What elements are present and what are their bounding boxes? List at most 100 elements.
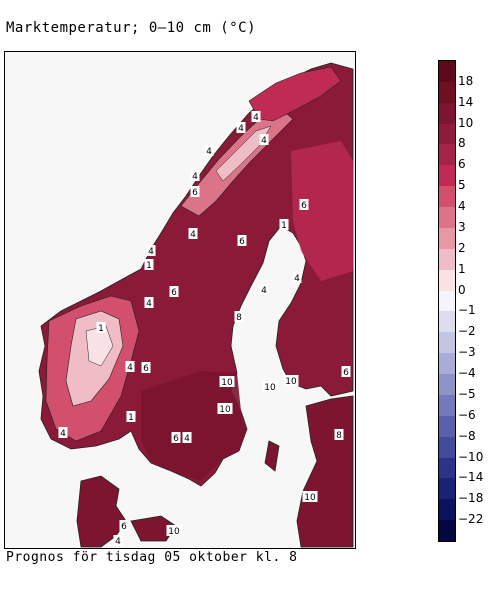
svg-text:4: 4 bbox=[127, 363, 133, 373]
contour-label: 8 bbox=[334, 429, 344, 441]
svg-text:1: 1 bbox=[98, 324, 104, 334]
legend-swatch bbox=[439, 248, 455, 271]
legend-swatch bbox=[439, 290, 455, 312]
legend-label: 5 bbox=[458, 178, 466, 193]
contour-label: 4 bbox=[125, 361, 135, 373]
legend-label: −5 bbox=[458, 386, 476, 401]
legend-swatch bbox=[439, 374, 455, 396]
svg-text:4: 4 bbox=[261, 286, 267, 296]
contour-label: 4 bbox=[182, 432, 192, 444]
legend-label: 6 bbox=[458, 157, 466, 172]
legend-label: 2 bbox=[458, 240, 466, 255]
zone-south-sweden bbox=[141, 371, 247, 481]
svg-text:4: 4 bbox=[184, 434, 190, 444]
svg-text:6: 6 bbox=[143, 364, 149, 374]
legend-label: −22 bbox=[458, 512, 484, 527]
contour-label: 10 bbox=[219, 376, 235, 388]
legend-swatch bbox=[439, 102, 455, 125]
svg-text:8: 8 bbox=[336, 431, 342, 441]
svg-text:6: 6 bbox=[343, 368, 349, 378]
map-title: Marktemperatur; 0–10 cm (°C) bbox=[6, 20, 257, 36]
legend-label: 0 bbox=[458, 282, 466, 297]
temperature-map: 1 4 6 4 6 8 4 6 1 6 4 4 6 4 4 4 4 4 10 10 10 10 6 8 1 4 6 4 10 10 6 4 1 4 bbox=[4, 51, 356, 549]
svg-text:10: 10 bbox=[285, 377, 297, 387]
legend-label: −1 bbox=[458, 303, 476, 318]
svg-text:4: 4 bbox=[148, 247, 154, 257]
svg-text:6: 6 bbox=[173, 434, 179, 444]
svg-text:6: 6 bbox=[121, 522, 127, 532]
svg-text:4: 4 bbox=[253, 113, 259, 123]
legend-swatch bbox=[439, 332, 455, 354]
contour-label: 4 bbox=[251, 111, 261, 123]
svg-text:6: 6 bbox=[192, 188, 198, 198]
legend-swatch bbox=[439, 269, 455, 292]
legend-swatch bbox=[439, 123, 455, 145]
svg-text:4: 4 bbox=[294, 274, 300, 284]
contour-label: 1 bbox=[144, 259, 154, 271]
contour-label: 6 bbox=[237, 235, 247, 247]
svg-text:4: 4 bbox=[206, 147, 212, 157]
svg-text:4: 4 bbox=[146, 299, 152, 309]
legend-label: 18 bbox=[458, 73, 474, 88]
svg-text:10: 10 bbox=[219, 405, 231, 415]
color-legend bbox=[438, 60, 456, 542]
contour-label: 10 bbox=[302, 491, 318, 503]
legend-swatch bbox=[439, 207, 455, 229]
contour-label: 1 bbox=[126, 411, 136, 423]
svg-text:10: 10 bbox=[221, 378, 233, 388]
legend-label: −6 bbox=[458, 407, 476, 422]
contour-label: 6 bbox=[141, 362, 151, 374]
contour-label: 1 bbox=[96, 322, 106, 334]
zone-finland bbox=[291, 141, 353, 281]
svg-text:4: 4 bbox=[60, 429, 66, 439]
legend-swatch bbox=[439, 61, 455, 83]
svg-text:4: 4 bbox=[238, 124, 244, 134]
svg-text:6: 6 bbox=[301, 201, 307, 211]
legend-label: −3 bbox=[458, 345, 476, 360]
contour-label: 6 bbox=[190, 186, 200, 198]
contour-label: 4 bbox=[236, 122, 246, 134]
svg-text:10: 10 bbox=[304, 493, 316, 503]
contour-label: 1 bbox=[279, 219, 289, 231]
svg-text:6: 6 bbox=[239, 237, 245, 247]
contour-label: 4 bbox=[292, 272, 302, 284]
svg-text:10: 10 bbox=[168, 527, 180, 537]
legend-label: 4 bbox=[458, 199, 466, 214]
svg-text:4: 4 bbox=[192, 172, 198, 182]
svg-text:10: 10 bbox=[264, 383, 276, 393]
contour-label: 10 bbox=[283, 375, 299, 387]
legend-label: 3 bbox=[458, 219, 466, 234]
contour-label: 10 bbox=[262, 381, 278, 393]
contour-label: 4 bbox=[113, 535, 123, 547]
legend-swatch bbox=[439, 186, 455, 208]
contour-label: 4 bbox=[259, 134, 269, 146]
legend-label: −2 bbox=[458, 324, 476, 339]
legend-swatch bbox=[439, 353, 455, 375]
land-gotland bbox=[264, 440, 280, 472]
contour-label: 4 bbox=[58, 427, 68, 439]
legend-swatch bbox=[439, 415, 455, 438]
legend-label: −18 bbox=[458, 491, 484, 506]
forecast-caption: Prognos för tisdag 05 oktober kl. 8 bbox=[6, 550, 298, 565]
contour-label: 10 bbox=[166, 525, 182, 537]
contour-label: 4 bbox=[204, 145, 214, 157]
contour-label: 6 bbox=[299, 199, 309, 211]
contour-label: 6 bbox=[169, 286, 179, 298]
legend-label: 8 bbox=[458, 136, 466, 151]
legend-label: −10 bbox=[458, 449, 484, 464]
legend-swatch bbox=[439, 499, 455, 521]
contour-label: 4 bbox=[144, 297, 154, 309]
svg-text:4: 4 bbox=[115, 537, 121, 547]
svg-text:4: 4 bbox=[261, 136, 267, 146]
legend-swatch bbox=[439, 165, 455, 187]
zone-finnmark bbox=[248, 66, 342, 122]
legend-swatch bbox=[439, 144, 455, 166]
contour-label: 4 bbox=[188, 228, 198, 240]
svg-text:6: 6 bbox=[171, 288, 177, 298]
contour-label: 8 bbox=[234, 311, 244, 323]
svg-text:1: 1 bbox=[281, 221, 287, 231]
contour-label: 6 bbox=[171, 432, 181, 444]
contour-label: 4 bbox=[259, 284, 269, 296]
contour-label: 4 bbox=[146, 245, 156, 257]
